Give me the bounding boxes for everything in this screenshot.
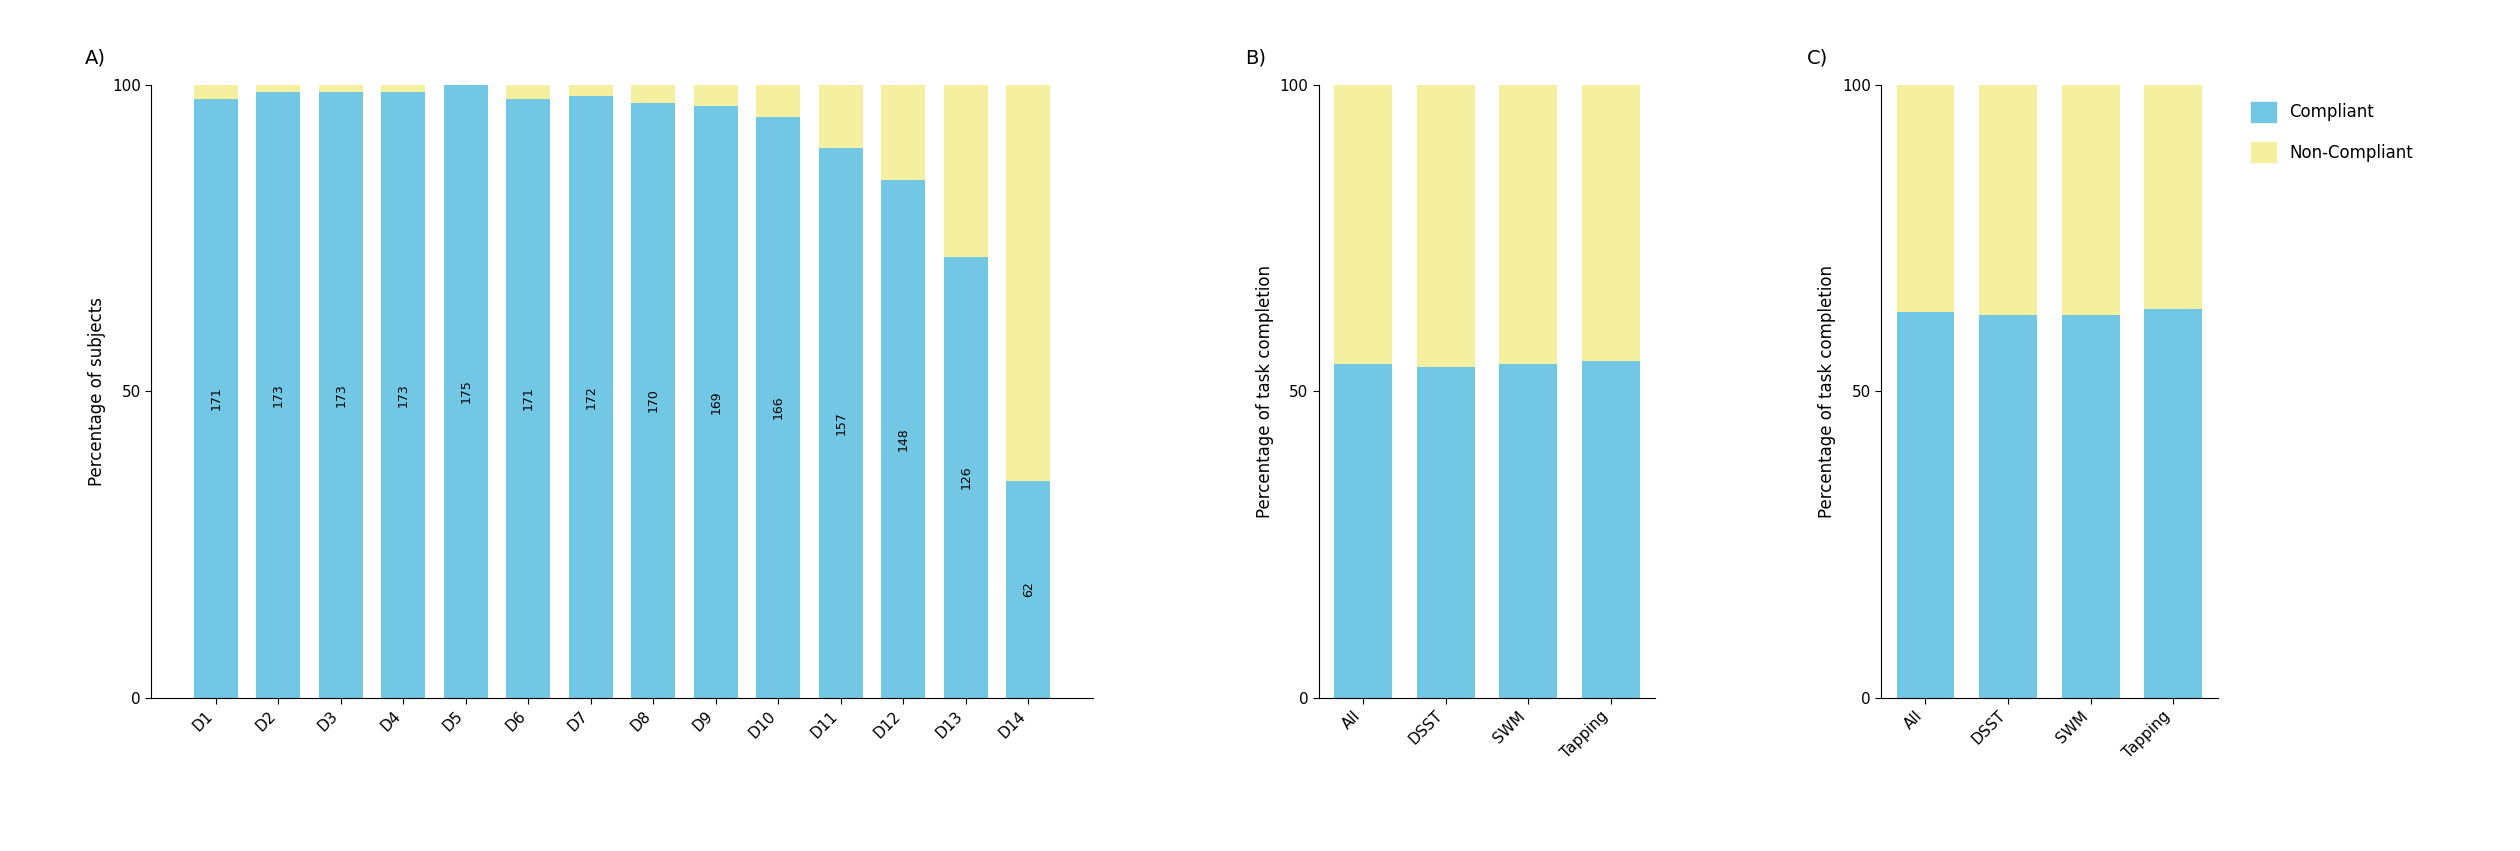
Bar — [507, 99, 549, 698]
Bar — [1898, 311, 1956, 698]
Text: B): B) — [1245, 49, 1265, 67]
Bar — [633, 103, 675, 698]
Bar — [819, 85, 862, 148]
Text: 148: 148 — [897, 427, 910, 450]
Bar — [882, 85, 925, 180]
Bar — [381, 92, 426, 698]
Bar — [320, 92, 363, 698]
Text: 166: 166 — [771, 396, 784, 419]
Bar — [194, 85, 237, 99]
Bar — [194, 99, 237, 698]
Text: 62: 62 — [1021, 581, 1036, 597]
Bar — [257, 85, 300, 92]
Bar — [1333, 85, 1391, 364]
Bar — [1898, 85, 1956, 311]
Bar — [2061, 315, 2119, 698]
Bar — [1499, 364, 1557, 698]
Bar — [2145, 309, 2202, 698]
Bar — [756, 117, 801, 698]
Text: 126: 126 — [960, 465, 973, 489]
Bar — [819, 148, 862, 698]
Legend: Compliant, Non-Compliant: Compliant, Non-Compliant — [2243, 94, 2422, 171]
Y-axis label: Percentage of task completion: Percentage of task completion — [1819, 265, 1837, 518]
Bar — [1333, 364, 1391, 698]
Bar — [633, 85, 675, 103]
Text: 175: 175 — [459, 380, 471, 403]
Y-axis label: Percentage of task completion: Percentage of task completion — [1255, 265, 1275, 518]
Bar — [1583, 361, 1641, 698]
Bar — [1416, 85, 1474, 367]
Bar — [320, 85, 363, 92]
Y-axis label: Percentage of subjects: Percentage of subjects — [88, 297, 106, 486]
Bar — [1416, 367, 1474, 698]
Bar — [693, 85, 738, 106]
Bar — [1005, 85, 1051, 481]
Text: 171: 171 — [522, 386, 534, 410]
Text: 172: 172 — [585, 385, 597, 408]
Bar — [381, 85, 426, 92]
Bar — [2061, 85, 2119, 315]
Bar — [693, 106, 738, 698]
Bar — [507, 85, 549, 99]
Text: 173: 173 — [335, 383, 348, 407]
Bar — [945, 257, 988, 698]
Bar — [444, 85, 489, 698]
Bar — [945, 85, 988, 257]
Text: 170: 170 — [648, 388, 660, 412]
Text: 169: 169 — [708, 390, 723, 414]
Bar — [1005, 481, 1051, 698]
Bar — [756, 85, 801, 117]
Text: A): A) — [86, 49, 106, 67]
Bar — [2145, 85, 2202, 309]
Text: 173: 173 — [272, 383, 285, 407]
Text: 171: 171 — [209, 386, 222, 410]
Bar — [1583, 85, 1641, 361]
Text: 157: 157 — [834, 411, 847, 435]
Bar — [570, 85, 612, 95]
Text: C): C) — [1807, 49, 1830, 67]
Bar — [882, 180, 925, 698]
Bar — [1499, 85, 1557, 364]
Text: 173: 173 — [396, 383, 411, 407]
Bar — [1978, 85, 2036, 315]
Bar — [1978, 315, 2036, 698]
Bar — [257, 92, 300, 698]
Bar — [570, 95, 612, 698]
